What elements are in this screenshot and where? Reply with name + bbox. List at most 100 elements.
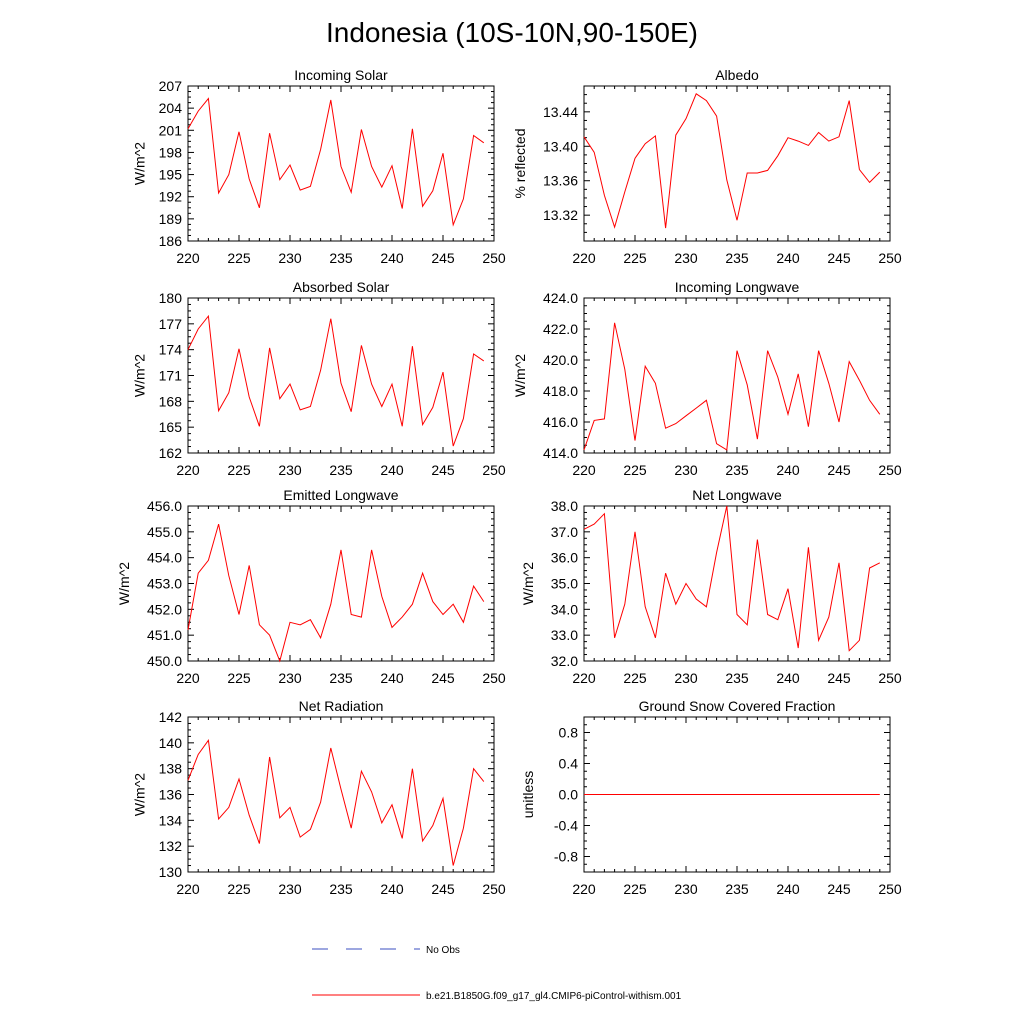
x-tick-label: 250 <box>878 670 902 686</box>
y-tick-label: 35.0 <box>551 576 578 592</box>
x-tick-label: 225 <box>227 670 251 686</box>
x-tick-label: 235 <box>725 670 749 686</box>
x-tick-label: 240 <box>776 250 800 266</box>
x-tick-label: 235 <box>725 250 749 266</box>
y-tick-label: 451.0 <box>147 627 182 643</box>
y-axis-label: W/m^2 <box>116 562 132 605</box>
y-tick-label: 420.0 <box>543 352 578 368</box>
panel-title: Absorbed Solar <box>293 279 390 295</box>
series-line <box>187 97 485 227</box>
y-tick-label: 13.40 <box>543 138 578 154</box>
y-tick-label: 37.0 <box>551 524 578 540</box>
x-tick-label: 225 <box>623 250 647 266</box>
y-tick-label: -0.4 <box>554 818 578 834</box>
panel-title: Incoming Solar <box>294 67 388 83</box>
y-tick-label: 33.0 <box>551 627 578 643</box>
y-tick-label: 13.36 <box>543 173 578 189</box>
y-tick-label: 207 <box>159 78 183 94</box>
legend-model-label: b.e21.B1850G.f09_g17_gl4.CMIP6-piControl… <box>426 991 682 1002</box>
x-tick-label: 220 <box>572 462 596 478</box>
y-tick-label: 189 <box>159 211 183 227</box>
x-tick-label: 250 <box>878 462 902 478</box>
y-tick-label: 424.0 <box>543 290 578 306</box>
y-tick-label: 34.0 <box>551 601 578 617</box>
plot-frame <box>187 505 495 662</box>
panel-title: Emitted Longwave <box>283 487 398 503</box>
y-axis-label: W/m^2 <box>512 354 528 397</box>
y-tick-label: 162 <box>159 445 183 461</box>
y-tick-label: 422.0 <box>543 321 578 337</box>
y-tick-label: 453.0 <box>147 576 182 592</box>
y-tick-label: 456.0 <box>147 498 182 514</box>
y-tick-label: 171 <box>159 368 183 384</box>
y-tick-label: 192 <box>159 189 183 205</box>
y-tick-label: 38.0 <box>551 498 578 514</box>
x-tick-label: 240 <box>776 881 800 897</box>
series-line <box>187 314 485 447</box>
panel-incoming-longwave: Incoming Longwave 220 225 230 235 240 245 250 41… <box>512 279 902 478</box>
plot-frame <box>583 505 891 662</box>
series-line <box>583 505 881 652</box>
y-tick-label: 195 <box>159 167 183 183</box>
y-tick-label: 36.0 <box>551 550 578 566</box>
y-tick-label: 174 <box>159 342 183 358</box>
x-tick-label: 225 <box>623 462 647 478</box>
y-tick-label: 418.0 <box>543 383 578 399</box>
x-tick-label: 245 <box>827 250 851 266</box>
y-tick-label: 136 <box>159 787 183 803</box>
panel-title: Net Longwave <box>692 487 782 503</box>
y-tick-label: 138 <box>159 761 183 777</box>
legend: No Obs b.e21.B1850G.f09_g17_gl4.CMIP6-pi… <box>312 945 682 1002</box>
plot-frame <box>583 85 891 242</box>
y-axis-label: unitless <box>520 771 536 818</box>
x-tick-label: 230 <box>674 462 698 478</box>
y-tick-label: 0.8 <box>559 725 579 741</box>
panel-net-radiation: Net Radiation 220 225 230 235 240 245 250 130 132… <box>132 698 506 897</box>
x-tick-label: 220 <box>572 250 596 266</box>
y-axis-label: W/m^2 <box>132 142 148 185</box>
y-axis-label: W/m^2 <box>520 562 536 605</box>
series-line <box>187 738 485 866</box>
x-tick-label: 230 <box>278 881 302 897</box>
y-tick-label: 140 <box>159 735 183 751</box>
x-tick-label: 220 <box>176 670 200 686</box>
panel-title: Incoming Longwave <box>675 279 800 295</box>
x-tick-label: 220 <box>572 670 596 686</box>
y-tick-label: 168 <box>159 393 183 409</box>
series-line <box>583 322 881 451</box>
y-tick-label: 134 <box>159 812 183 828</box>
plot-frame <box>187 297 495 454</box>
x-tick-label: 235 <box>329 881 353 897</box>
x-tick-label: 245 <box>827 462 851 478</box>
y-tick-label: 0.4 <box>559 756 579 772</box>
x-tick-label: 225 <box>227 462 251 478</box>
x-tick-label: 250 <box>482 250 506 266</box>
x-tick-label: 240 <box>776 670 800 686</box>
y-tick-label: 142 <box>159 709 183 725</box>
plot-frame <box>583 297 891 454</box>
x-tick-label: 245 <box>827 670 851 686</box>
y-tick-label: 414.0 <box>543 445 578 461</box>
y-axis-label: W/m^2 <box>132 354 148 397</box>
x-tick-label: 230 <box>674 670 698 686</box>
panel-absorbed-solar: Absorbed Solar 220 225 230 235 240 245 250 162 16… <box>132 279 506 478</box>
x-tick-label: 245 <box>431 670 455 686</box>
x-tick-label: 230 <box>674 881 698 897</box>
panels: Incoming Solar 220 225 230 235 240 245 250 186 18… <box>116 67 902 897</box>
y-tick-label: 165 <box>159 419 183 435</box>
x-tick-label: 235 <box>329 250 353 266</box>
x-tick-label: 240 <box>380 881 404 897</box>
panel-emitted-longwave: Emitted Longwave 220 225 230 235 240 245 250 450… <box>116 487 506 686</box>
x-tick-label: 240 <box>380 250 404 266</box>
panel-title: Ground Snow Covered Fraction <box>639 698 836 714</box>
panel-net-longwave: Net Longwave 220 225 230 235 240 245 250 32.0 33.… <box>520 487 902 686</box>
x-tick-label: 235 <box>329 670 353 686</box>
x-tick-label: 250 <box>482 670 506 686</box>
y-tick-label: 32.0 <box>551 653 578 669</box>
x-tick-label: 230 <box>278 462 302 478</box>
x-tick-label: 245 <box>431 881 455 897</box>
y-axis-label: % reflected <box>512 128 528 198</box>
y-tick-label: 450.0 <box>147 653 182 669</box>
